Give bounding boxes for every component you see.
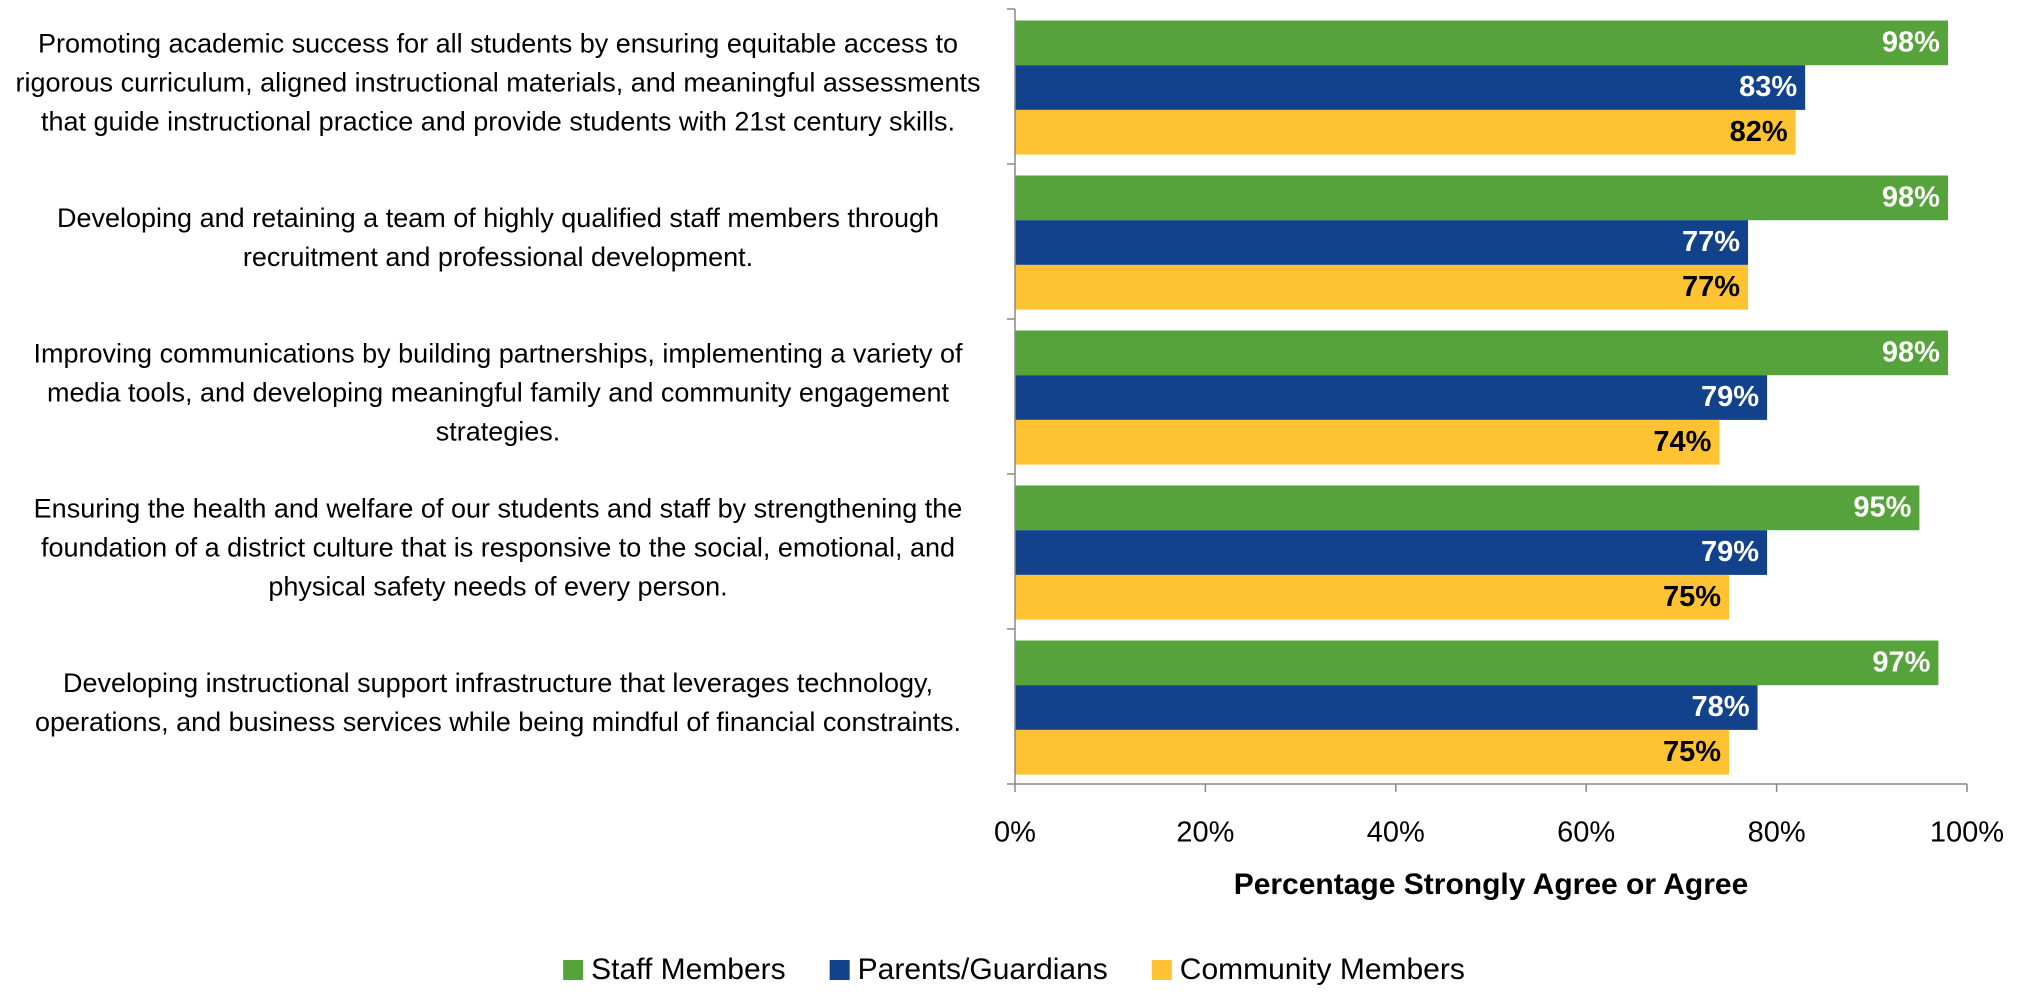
category-label: Promoting academic success for all stude… <box>15 28 981 136</box>
value-label: 95% <box>1853 492 1911 524</box>
value-label: 98% <box>1882 182 1940 214</box>
bar <box>1015 375 1768 420</box>
value-label: 83% <box>1739 71 1797 103</box>
legend-swatch <box>563 960 584 980</box>
value-label: 75% <box>1663 581 1721 613</box>
value-label: 75% <box>1663 736 1721 768</box>
bar <box>1015 729 1729 775</box>
x-tick-label: 40% <box>1367 817 1425 849</box>
value-label: 79% <box>1701 381 1759 413</box>
bar <box>1015 685 1758 730</box>
value-label: 77% <box>1682 226 1740 258</box>
value-label: 74% <box>1653 426 1711 458</box>
bar <box>1015 264 1749 310</box>
legend-swatch <box>829 960 850 980</box>
legend-label: Staff Members <box>591 953 786 986</box>
legend-label: Parents/Guardians <box>858 953 1108 986</box>
value-label: 79% <box>1701 536 1759 568</box>
x-tick-label: 100% <box>1930 817 2004 849</box>
bar <box>1015 65 1806 110</box>
bar <box>1015 640 1939 686</box>
value-label: 82% <box>1730 116 1788 148</box>
bar <box>1015 574 1729 620</box>
category-label: Ensuring the health and welfare of our s… <box>33 493 963 601</box>
value-label: 98% <box>1882 27 1940 59</box>
x-tick-label: 60% <box>1557 817 1615 849</box>
value-label: 77% <box>1682 271 1740 303</box>
bar <box>1015 220 1749 265</box>
legend-label: Community Members <box>1180 953 1465 986</box>
x-tick-label: 80% <box>1748 817 1806 849</box>
value-label: 98% <box>1882 337 1940 369</box>
category-label: Improving communications by building par… <box>33 338 963 446</box>
bar <box>1015 109 1796 155</box>
bar <box>1015 419 1720 465</box>
bar <box>1015 175 1948 221</box>
value-label: 97% <box>1872 647 1930 679</box>
category-label: Developing and retaining a team of highl… <box>56 202 940 272</box>
bar <box>1015 485 1920 531</box>
category-label: Developing instructional support infrast… <box>34 667 961 737</box>
x-tick-label: 0% <box>994 817 1036 849</box>
bar <box>1015 20 1948 66</box>
bar <box>1015 530 1768 575</box>
bar <box>1015 330 1948 376</box>
x-axis-title: Percentage Strongly Agree or Agree <box>1234 868 1749 901</box>
x-tick-label: 20% <box>1176 817 1234 849</box>
legend-swatch <box>1151 960 1172 980</box>
value-label: 78% <box>1692 691 1750 723</box>
